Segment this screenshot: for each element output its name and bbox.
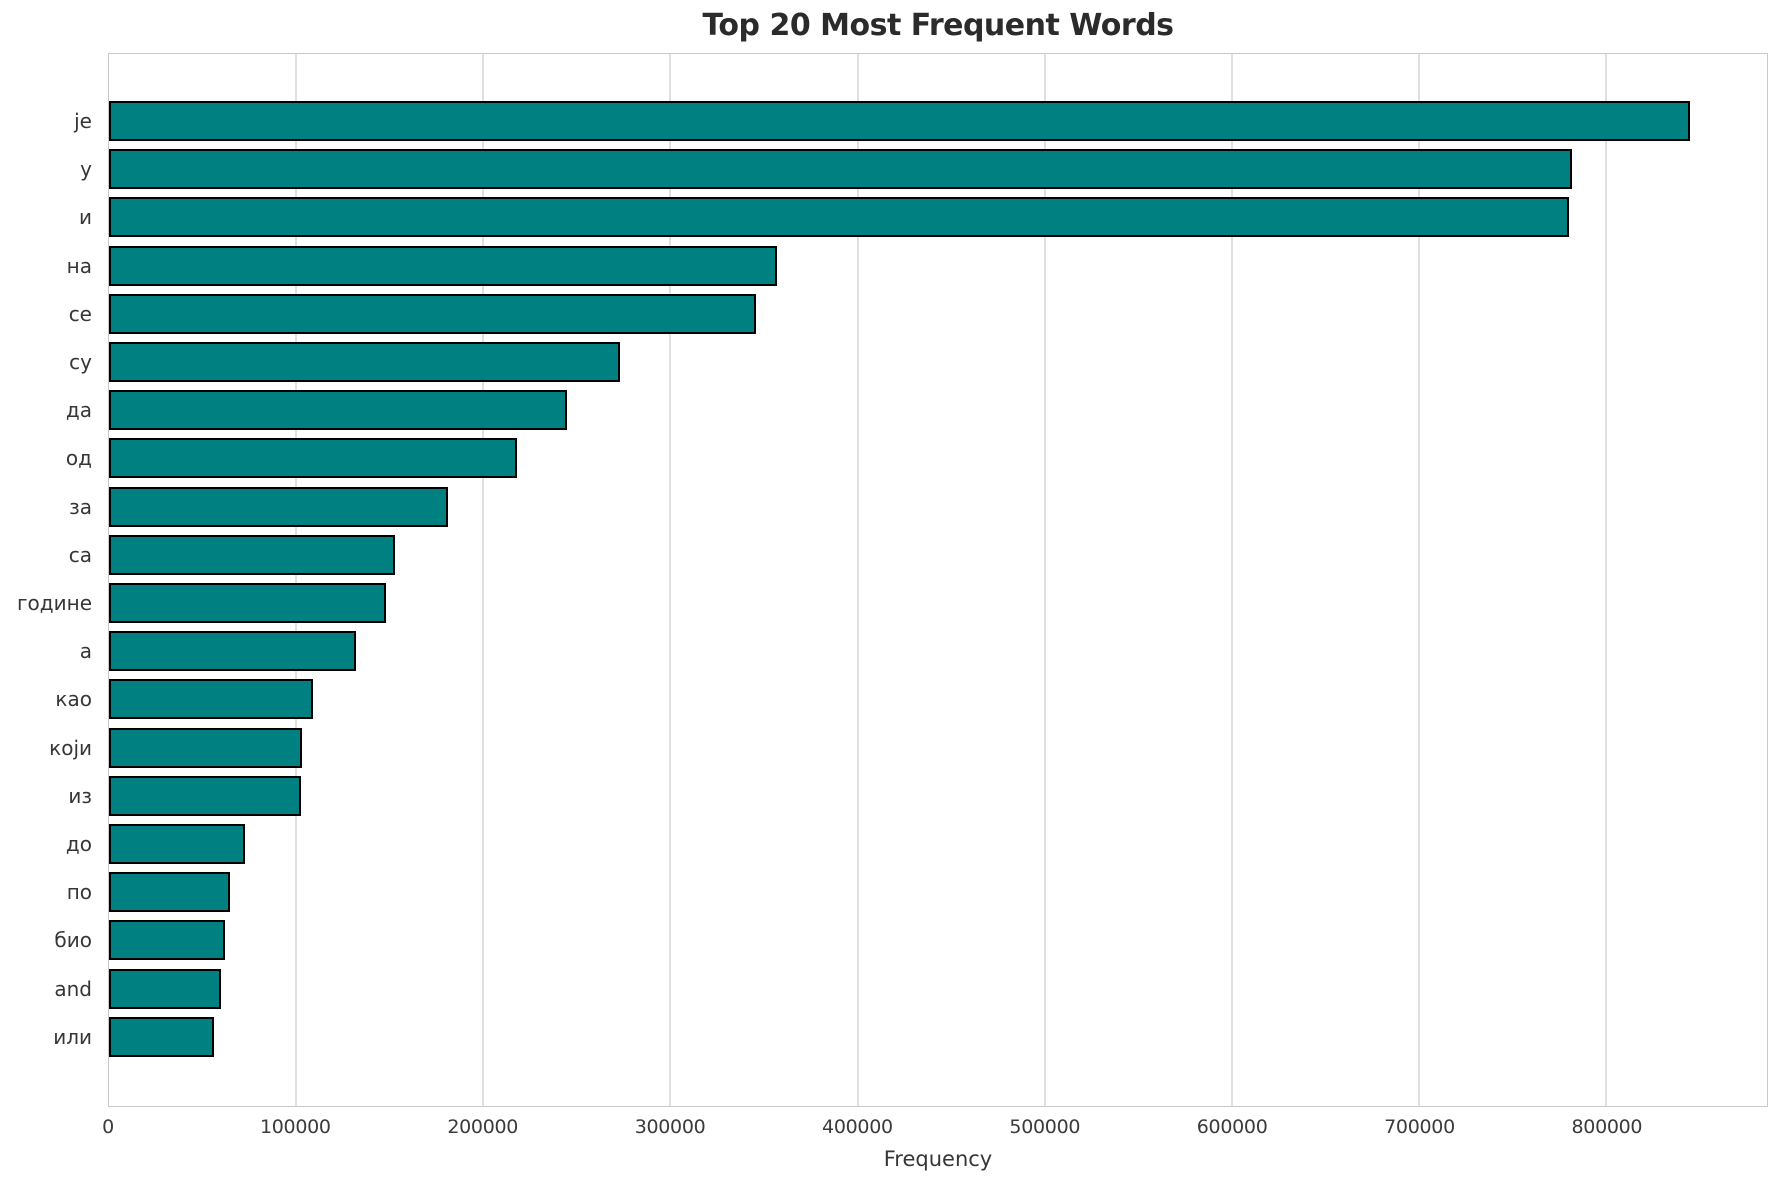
- y-tick-label: на: [66, 253, 92, 278]
- y-tick-label: био: [54, 928, 92, 953]
- bar-row-3: и: [79, 197, 1767, 238]
- bar: [109, 583, 386, 624]
- gridline-x-200000: [482, 54, 485, 1106]
- bar-row-4: на: [67, 245, 1767, 286]
- y-tick-label: је: [74, 109, 92, 133]
- y-tick-label: а: [79, 639, 92, 664]
- x-tick-label: 300000: [634, 1116, 706, 1138]
- gridline-x-800000: [1605, 54, 1608, 1106]
- bar-row-7: да: [66, 390, 1767, 431]
- y-tick-label: до: [65, 832, 92, 857]
- bar-row-16: до: [66, 824, 1767, 865]
- bar: [109, 438, 517, 479]
- bar-row-2: у: [80, 149, 1767, 190]
- bar-row-10: са: [69, 534, 1767, 575]
- bar-row-1: је: [74, 101, 1767, 141]
- bar-row-20: или: [53, 1016, 1767, 1057]
- bar: [109, 342, 620, 383]
- bar: [109, 775, 301, 816]
- gridline-x-700000: [1417, 54, 1420, 1106]
- x-tick-label: 200000: [447, 1116, 519, 1138]
- bar: [109, 486, 448, 527]
- bar: [109, 197, 1569, 238]
- y-tick-label: и: [79, 205, 92, 230]
- bar: [109, 1016, 214, 1057]
- bar: [109, 101, 1691, 141]
- y-tick-label: године: [17, 591, 92, 616]
- bar-row-8: од: [66, 438, 1767, 479]
- x-tick-label: 100000: [259, 1116, 331, 1138]
- gridline-x-400000: [856, 54, 859, 1106]
- y-tick-label: или: [53, 1024, 92, 1049]
- y-tick-label: се: [68, 301, 92, 326]
- bar-row-11: године: [17, 583, 1767, 624]
- bar: [109, 631, 357, 672]
- bar-row-6: су: [69, 342, 1767, 383]
- bar-row-9: за: [69, 486, 1767, 527]
- bar: [109, 390, 568, 431]
- y-tick-label: за: [69, 494, 92, 519]
- y-tick-label: and: [54, 976, 92, 1001]
- y-tick-label: из: [68, 783, 92, 808]
- bar: [109, 149, 1573, 190]
- bar-row-17: по: [67, 872, 1767, 913]
- bar-row-19: and: [54, 968, 1767, 1009]
- x-tick-label: 600000: [1196, 1116, 1268, 1138]
- bar: [109, 920, 226, 961]
- y-tick-label: у: [80, 157, 92, 182]
- bar: [109, 245, 778, 286]
- y-tick-label: по: [66, 880, 92, 905]
- bar-row-12: а: [80, 631, 1767, 672]
- bar-row-5: се: [69, 293, 1767, 334]
- x-axis-ticks: 0 100000 200000 300000 400000 500000 600000 700…: [102, 1116, 1768, 1142]
- x-axis-title: Frequency: [883, 1147, 993, 1171]
- plot-area: је у и на се су да од за са године а као који из до по би…: [17, 53, 1768, 1107]
- bar-row-14: који: [49, 727, 1767, 768]
- x-tick-label: 0: [102, 1116, 114, 1138]
- x-tick-label: 800000: [1571, 1116, 1643, 1138]
- bar: [109, 824, 245, 865]
- bar: [109, 872, 230, 913]
- x-tick-label: 400000: [822, 1116, 893, 1138]
- bar: [109, 968, 222, 1009]
- bar-row-18: био: [54, 920, 1767, 961]
- bar-row-13: као: [55, 679, 1767, 720]
- y-tick-label: су: [69, 350, 92, 375]
- bar-row-15: из: [68, 775, 1767, 816]
- x-tick-label: 700000: [1384, 1116, 1455, 1138]
- chart-title: Top 20 Most Frequent Words: [702, 8, 1174, 43]
- x-tick-label: 500000: [1009, 1116, 1081, 1138]
- gridline-x-300000: [669, 54, 672, 1106]
- y-tick-label: да: [65, 398, 92, 423]
- bar: [109, 679, 313, 720]
- bars-container: је у и на се су да од за са године а као који из до по би…: [17, 54, 1767, 1106]
- y-tick-label: са: [68, 542, 92, 567]
- gridline-x-100000: [295, 54, 298, 1106]
- gridline-x-500000: [1043, 54, 1046, 1106]
- bar: [109, 534, 396, 575]
- gridline-x-600000: [1230, 54, 1233, 1106]
- bar: [109, 727, 302, 768]
- y-tick-label: који: [49, 735, 92, 760]
- bar: [109, 293, 757, 334]
- y-tick-label: као: [55, 687, 92, 712]
- y-tick-label: од: [65, 446, 92, 471]
